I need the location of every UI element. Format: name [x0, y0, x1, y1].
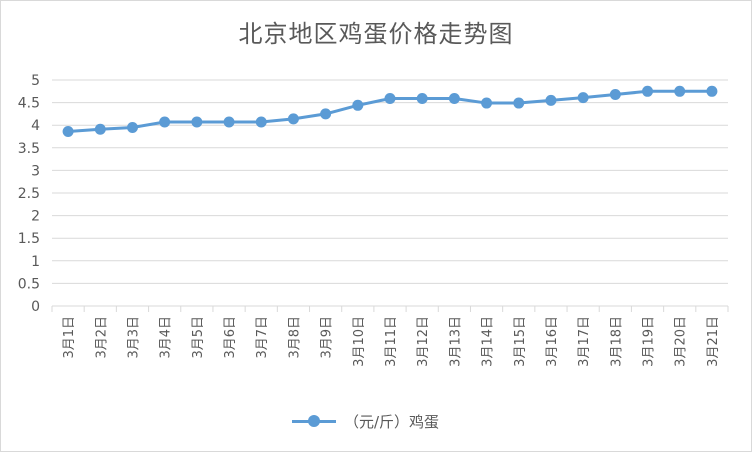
x-tick-label: 3月7日: [255, 316, 270, 359]
x-tick-label: 3月21日: [706, 316, 721, 367]
x-tick-label: 3月15日: [513, 316, 528, 367]
data-point: [706, 85, 718, 97]
x-tick-label: 3月12日: [416, 316, 431, 367]
y-tick-label: 5: [31, 73, 40, 89]
x-tick-label: 3月20日: [674, 316, 689, 367]
y-tick-label: 2: [31, 209, 40, 225]
data-point: [577, 92, 589, 104]
legend: （元/斤）鸡蛋: [292, 410, 439, 432]
x-tick-label: 3月13日: [448, 316, 463, 367]
data-point: [674, 85, 686, 97]
y-tick-label: 1: [31, 254, 40, 270]
data-point: [384, 93, 396, 105]
legend-swatch: [292, 410, 336, 432]
x-tick-label: 3月14日: [481, 316, 496, 367]
data-point: [352, 99, 364, 111]
data-point: [287, 113, 299, 125]
x-tick-label: 3月8日: [287, 316, 302, 359]
x-tick-label: 3月10日: [352, 316, 367, 367]
x-tick-label: 3月18日: [609, 316, 624, 367]
data-point: [416, 93, 428, 105]
y-tick-label: 0.5: [18, 276, 40, 292]
data-point: [513, 97, 525, 109]
data-point: [255, 116, 267, 128]
x-tick-label: 3月9日: [320, 316, 335, 359]
data-point: [191, 116, 203, 128]
legend-label: （元/斤）鸡蛋: [344, 412, 440, 431]
data-point: [320, 108, 332, 120]
data-point: [126, 121, 138, 133]
y-tick-label: 4: [31, 118, 40, 134]
data-point: [609, 88, 621, 100]
data-point: [223, 116, 235, 128]
y-tick-label: 2.5: [18, 186, 40, 202]
y-tick-label: 0: [31, 299, 40, 315]
x-tick-label: 3月19日: [642, 316, 657, 367]
data-point: [545, 94, 557, 106]
x-tick-label: 3月4日: [159, 316, 174, 359]
x-tick-label: 3月17日: [577, 316, 592, 367]
data-point: [94, 123, 106, 135]
data-point: [62, 126, 74, 138]
x-tick-label: 3月11日: [384, 316, 399, 367]
data-point: [642, 85, 654, 97]
x-tick-label: 3月5日: [191, 316, 206, 359]
x-tick-label: 3月3日: [126, 316, 141, 359]
y-tick-label: 1.5: [18, 231, 40, 247]
data-point: [481, 97, 493, 109]
data-point: [159, 116, 171, 128]
data-point: [448, 93, 460, 105]
y-tick-label: 3: [31, 163, 40, 179]
x-tick-label: 3月1日: [62, 316, 77, 359]
x-tick-label: 3月2日: [94, 316, 109, 359]
y-tick-label: 3.5: [18, 141, 40, 157]
y-tick-label: 4.5: [18, 96, 40, 112]
x-tick-label: 3月16日: [545, 316, 560, 367]
x-tick-label: 3月6日: [223, 316, 238, 359]
chart-title: 北京地区鸡蛋价格走势图: [238, 20, 514, 48]
